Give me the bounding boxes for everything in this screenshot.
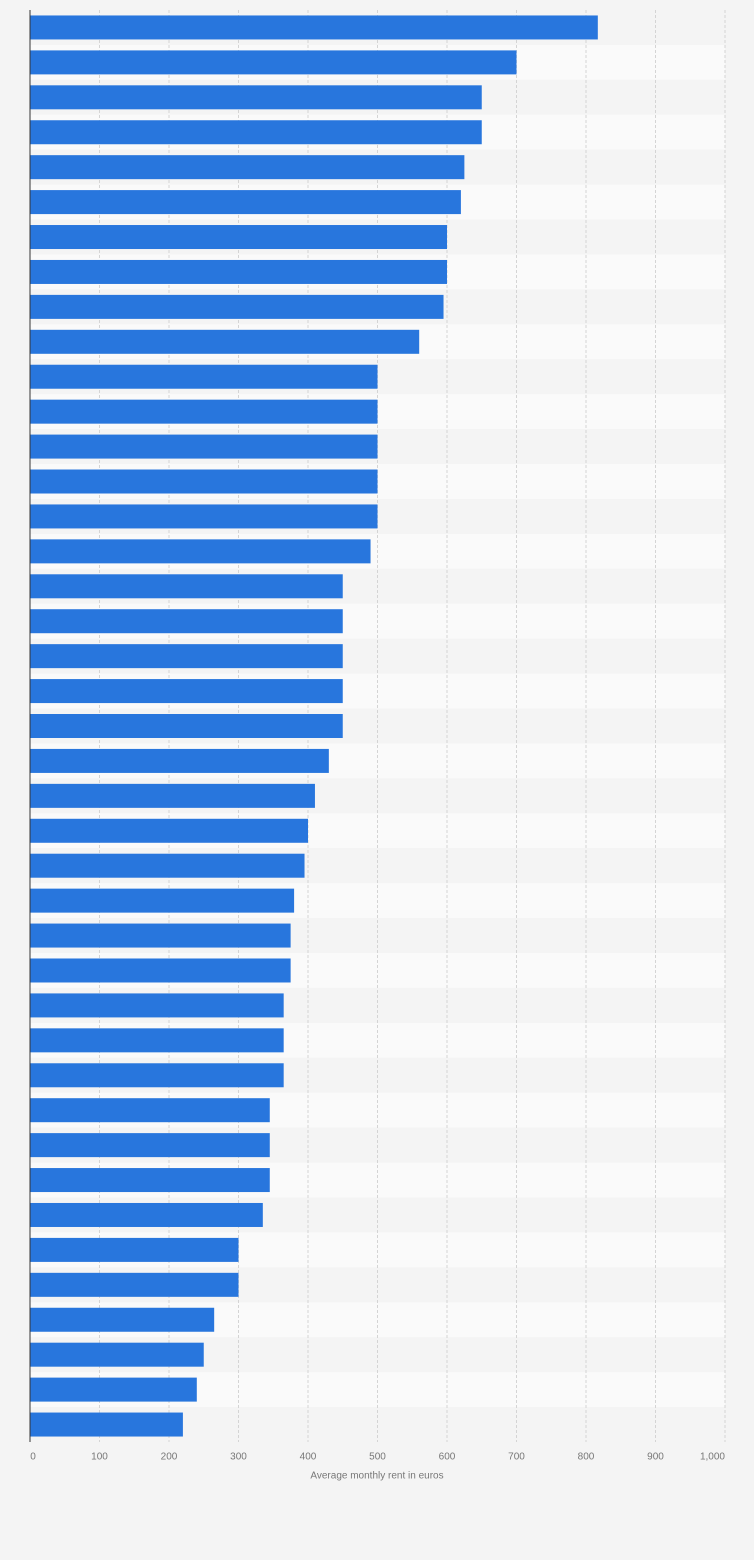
bar — [30, 818, 308, 843]
bar — [30, 958, 291, 983]
x-tick-label: 900 — [647, 1452, 664, 1463]
bar — [30, 1237, 239, 1262]
bar — [30, 120, 482, 145]
bar — [30, 574, 343, 599]
x-axis-label: Average monthly rent in euros — [310, 1471, 443, 1482]
x-tick-label: 700 — [508, 1452, 525, 1463]
bar — [30, 923, 291, 948]
bar — [30, 155, 465, 180]
bar — [30, 329, 420, 354]
x-tick-label: 800 — [578, 1452, 595, 1463]
bar — [30, 853, 305, 878]
x-tick-label: 1,000 — [700, 1452, 725, 1463]
bar — [30, 1412, 183, 1437]
bar — [30, 504, 378, 529]
bar — [30, 50, 517, 75]
bar — [30, 1202, 263, 1227]
x-tick-label: 100 — [91, 1452, 108, 1463]
bar — [30, 259, 447, 284]
bar — [30, 1028, 284, 1053]
bar — [30, 469, 378, 494]
bar — [30, 85, 482, 110]
bar — [30, 294, 444, 319]
bar — [30, 15, 598, 40]
bar — [30, 539, 371, 564]
bar — [30, 225, 447, 250]
x-tick-label: 500 — [369, 1452, 386, 1463]
bar — [30, 1377, 197, 1402]
bar — [30, 1133, 270, 1158]
bar — [30, 190, 461, 215]
bar — [30, 1168, 270, 1193]
x-tick-label: 0 — [30, 1452, 36, 1463]
bar — [30, 1063, 284, 1088]
x-tick-label: 300 — [230, 1452, 247, 1463]
bar — [30, 1307, 215, 1332]
bar — [30, 609, 343, 634]
bar — [30, 993, 284, 1018]
bar — [30, 434, 378, 459]
x-tick-label: 400 — [300, 1452, 317, 1463]
bar — [30, 364, 378, 389]
bar — [30, 783, 315, 808]
x-tick-label: 200 — [161, 1452, 178, 1463]
bar — [30, 1098, 270, 1123]
x-tick-label: 600 — [439, 1452, 456, 1463]
bar — [30, 679, 343, 704]
bar — [30, 748, 329, 773]
bar — [30, 1342, 204, 1367]
bar — [30, 399, 378, 424]
bar — [30, 714, 343, 738]
bar — [30, 1272, 239, 1297]
bar — [30, 888, 295, 913]
bar — [30, 644, 343, 669]
